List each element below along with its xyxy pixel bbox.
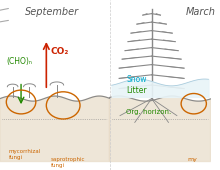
Text: Litter: Litter <box>126 86 147 95</box>
Text: (CHO)ₙ: (CHO)ₙ <box>6 57 32 66</box>
Polygon shape <box>0 96 110 162</box>
Text: March: March <box>185 7 215 17</box>
Text: CO₂: CO₂ <box>51 47 69 55</box>
Polygon shape <box>110 96 211 162</box>
Text: Org. horizon.: Org. horizon. <box>126 109 172 115</box>
Text: my: my <box>187 157 197 161</box>
Text: Snow: Snow <box>126 75 147 84</box>
Text: mycorrhizal
fungi: mycorrhizal fungi <box>8 149 41 160</box>
Text: September: September <box>25 7 79 17</box>
Text: saprotrophic
fungi: saprotrophic fungi <box>51 157 85 168</box>
